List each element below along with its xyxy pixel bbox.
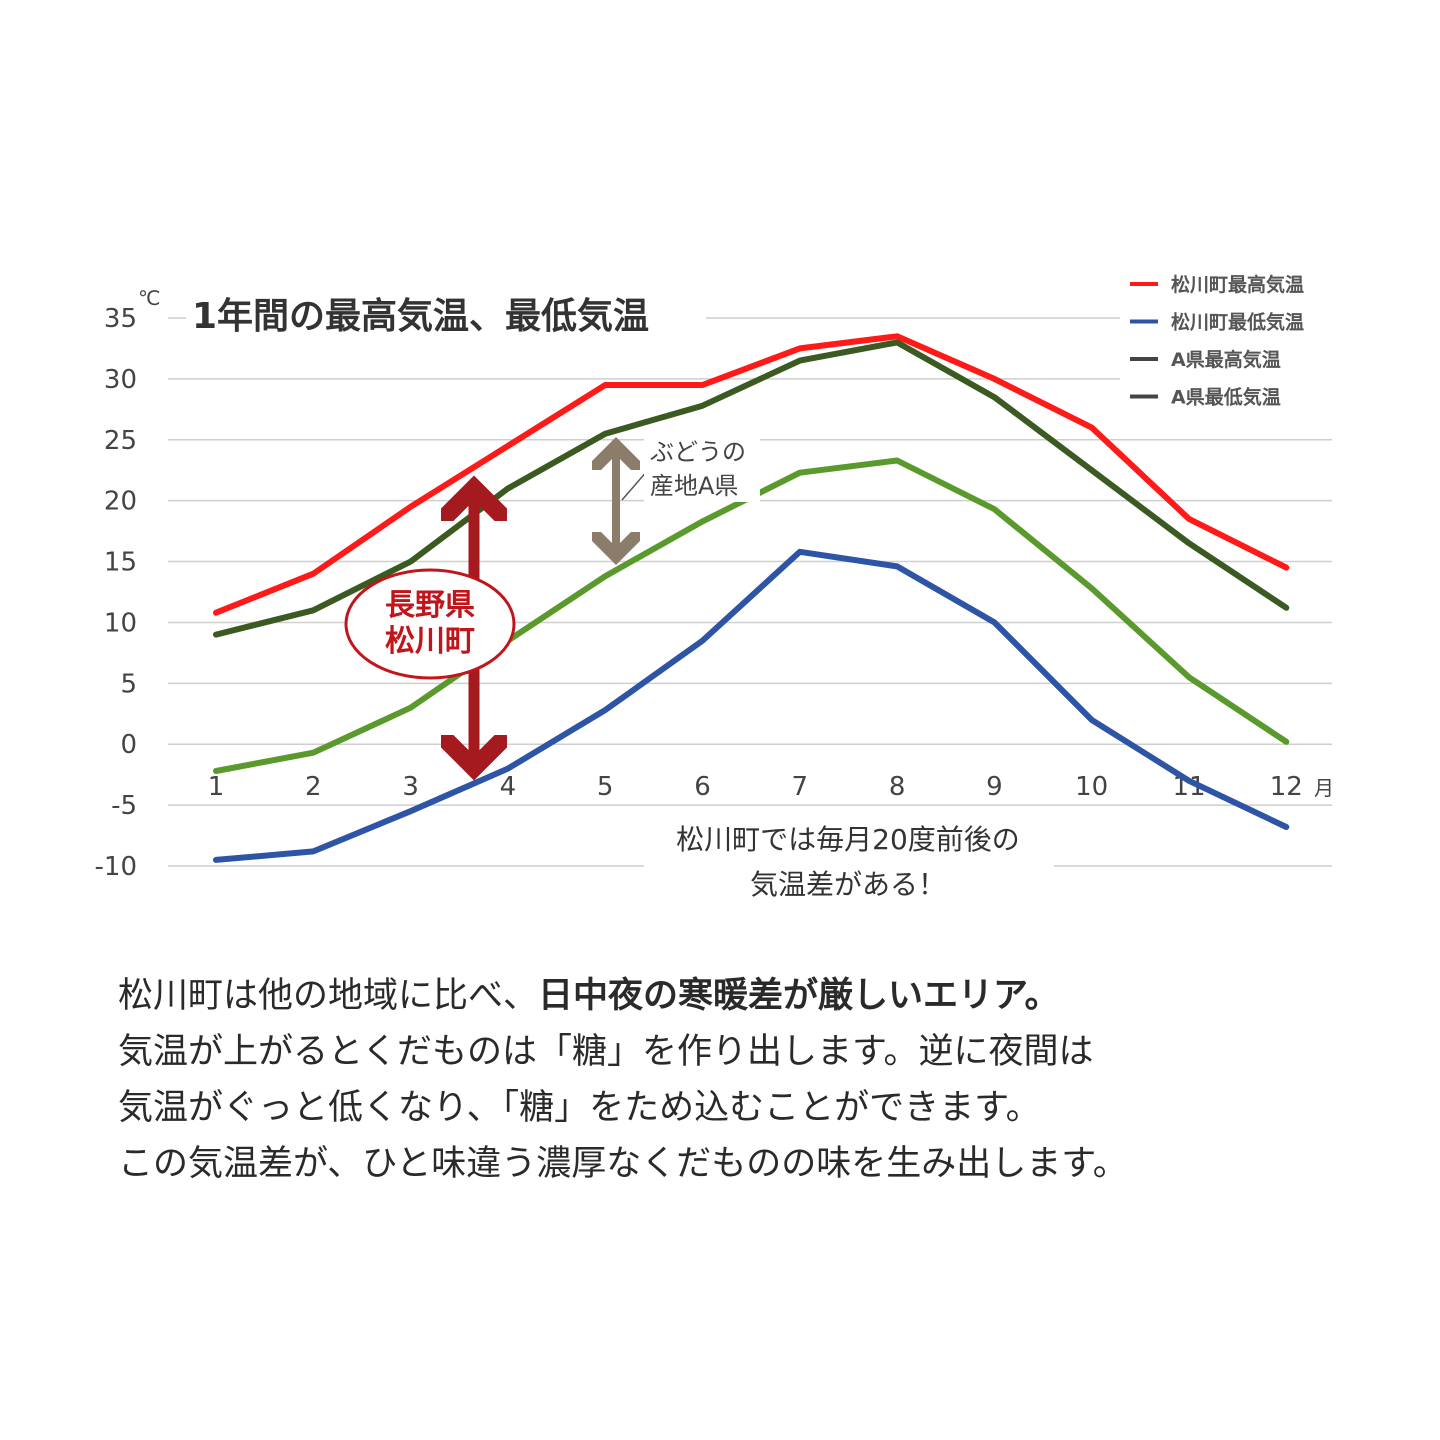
description: 松川町は他の地域に比べ、日中夜の寒暖差が厳しいエリア。 気温が上がるとくだものは… (118, 968, 1378, 1192)
y-unit-label: ℃ (138, 286, 160, 310)
chart-title: 1年間の最高気温、最低気温 (192, 296, 649, 337)
y-tick-label: -10 (95, 852, 137, 882)
diff-note-background (644, 818, 1054, 906)
description-line-4: この気温差が、ひと味違う濃厚なくだものの味を生み出します。 (118, 1144, 1128, 1184)
y-tick-labels: 35 30 25 20 15 10 5 0 -5 -10 (95, 304, 137, 882)
description-line-1: 松川町は他の地域に比べ、日中夜の寒暖差が厳しいエリア。 (118, 968, 1378, 1024)
grape-label-background (644, 432, 760, 502)
grape-label-line-1: ぶどうの (650, 438, 746, 466)
x-tick-label: 5 (597, 772, 614, 802)
matsukawa-stamp (344, 568, 516, 680)
x-tick-label: 7 (792, 772, 809, 802)
y-tick-label: 10 (104, 608, 137, 638)
diff-note-line-2: 気温差がある！ (750, 868, 946, 901)
y-tick-label: 30 (104, 365, 137, 395)
legend-label: A県最低気温 (1171, 386, 1281, 409)
description-line-1-pre: 松川町は他の地域に比べ、 (118, 976, 539, 1016)
x-tick-label: 8 (889, 772, 906, 802)
title-background (186, 286, 706, 342)
a-prefecture-leader-line (621, 469, 649, 501)
grape-label-line-2: 産地A県 (650, 472, 738, 500)
series-line-1 (213, 333, 1290, 616)
diff-note-line-1: 松川町では毎月20度前後の (676, 823, 1020, 856)
description-line-1-emphasis: 日中夜の寒暖差が厳しいエリア。 (538, 976, 1060, 1016)
series-line-3 (213, 339, 1290, 638)
y-tick-label: 25 (104, 426, 137, 456)
y-tick-label: 20 (104, 487, 137, 517)
stamp-line-2: 松川町 (385, 624, 475, 659)
x-tick-label: 6 (694, 772, 711, 802)
y-tick-label: 5 (120, 669, 137, 699)
x-tick-label: 2 (305, 772, 322, 802)
x-tick-label: 10 (1075, 772, 1108, 802)
legend-label: A県最高気温 (1171, 348, 1281, 371)
series-line-2 (213, 548, 1290, 863)
legend-label: 松川町最低気温 (1171, 311, 1304, 334)
legend-background (1120, 262, 1340, 412)
x-tick-label: 1 (208, 772, 225, 802)
legend-label: 松川町最高気温 (1171, 273, 1304, 296)
y-tick-label: -5 (111, 791, 137, 821)
description-line-2: 気温が上がるとくだものは「糖」を作り出します。逆に夜間は (118, 1032, 1094, 1072)
y-tick-label: 0 (120, 730, 137, 760)
description-line-3: 気温がぐっと低くなり、「糖」をため込むことができます。 (118, 1088, 1041, 1128)
stamp-line-1: 長野県 (385, 588, 475, 623)
x-tick-label: 4 (500, 772, 517, 802)
y-tick-label: 35 (104, 304, 137, 334)
y-tick-label: 15 (104, 548, 137, 578)
x-tick-labels: 1 2 3 4 5 6 7 8 9 10 11 12 (208, 772, 1303, 802)
x-tick-label: 12 (1270, 772, 1303, 802)
x-tick-label: 3 (402, 772, 419, 802)
x-tick-label: 9 (986, 772, 1003, 802)
x-unit-label: 月 (1314, 776, 1334, 800)
